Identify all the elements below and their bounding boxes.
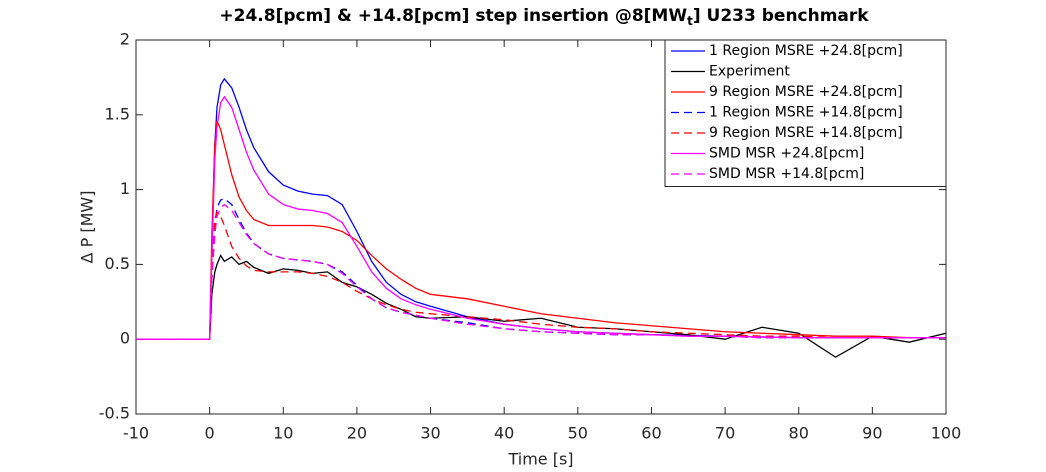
x-tick-label: 20 (347, 424, 367, 443)
title-part: +24.8[pcm] & +14.8[pcm] step insertion @… (219, 6, 687, 26)
y-tick-label: 0 (120, 329, 130, 348)
legend-label: Experiment (709, 64, 790, 80)
legend-label: 1 Region MSRE +14.8[pcm] (709, 105, 903, 121)
title-part: ] U233 benchmark (693, 6, 869, 26)
axes-box (135, 39, 947, 415)
y-tick-label: -0.5 (99, 404, 130, 423)
legend-label: 1 Region MSRE +24.8[pcm] (709, 43, 903, 59)
x-tick-label: 0 (205, 424, 215, 443)
x-tick-label: 10 (273, 424, 293, 443)
legend-label: SMD MSR +14.8[pcm] (709, 166, 864, 182)
x-tick-label: -10 (123, 424, 149, 443)
series-line (136, 95, 946, 340)
y-tick-label: 0.5 (105, 254, 130, 273)
series-line (136, 253, 947, 358)
x-tick-label: 60 (641, 424, 661, 443)
x-tick-label: 40 (494, 424, 514, 443)
series-line (136, 203, 946, 340)
x-tick-label: 90 (862, 424, 882, 443)
x-axis-label: Time [s] (507, 450, 573, 469)
lines (136, 77, 947, 358)
x-tick-label: 80 (789, 424, 809, 443)
series-line (136, 120, 946, 340)
legend-label: 9 Region MSRE +24.8[pcm] (709, 84, 903, 100)
legend-label: SMD MSR +24.8[pcm] (709, 146, 864, 162)
legend-label: 9 Region MSRE +14.8[pcm] (709, 125, 903, 141)
chart-title: +24.8[pcm] & +14.8[pcm] step insertion @… (219, 6, 869, 28)
ticks: -10 0 10 20 30 40 50 60 70 80 90 100 -0.5 0 0.5 1 1.5 2 (99, 30, 961, 443)
title-subscript: t (687, 14, 693, 28)
x-tick-label: 100 (931, 424, 962, 443)
y-tick-label: 2 (120, 30, 130, 49)
x-tick-label: 50 (568, 424, 588, 443)
legend: 1 Region MSRE +24.8[pcm] Experiment 9 Regi… (664, 39, 947, 187)
x-tick-label: 30 (420, 424, 440, 443)
x-tick-label: 70 (715, 424, 735, 443)
legend-box (664, 39, 947, 187)
y-axis-label: Δ P [MW] (78, 191, 97, 264)
y-tick-label: 1.5 (105, 104, 130, 123)
y-tick-label: 1 (120, 179, 130, 198)
